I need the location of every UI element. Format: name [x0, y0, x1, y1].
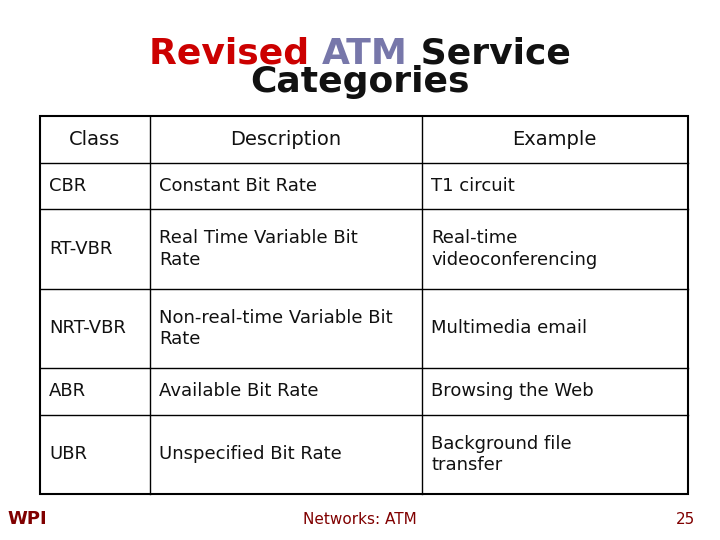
Text: Example: Example — [513, 130, 597, 149]
Text: ABR: ABR — [49, 382, 86, 401]
Text: Revised: Revised — [149, 37, 322, 71]
Text: Background file
transfer: Background file transfer — [431, 435, 572, 474]
Text: UBR: UBR — [49, 446, 87, 463]
Text: Networks: ATM: Networks: ATM — [303, 512, 417, 527]
Text: Multimedia email: Multimedia email — [431, 320, 588, 338]
Bar — [40, 116, 688, 494]
Text: WPI: WPI — [7, 510, 47, 529]
Text: Real-time
videoconferencing: Real-time videoconferencing — [431, 230, 598, 269]
Text: Service: Service — [408, 37, 571, 71]
Text: Class: Class — [69, 130, 120, 149]
Text: ATM: ATM — [322, 37, 408, 71]
Text: 25: 25 — [675, 512, 695, 527]
Text: Available Bit Rate: Available Bit Rate — [159, 382, 319, 401]
Text: Constant Bit Rate: Constant Bit Rate — [159, 177, 317, 195]
Text: Categories: Categories — [251, 65, 469, 99]
Text: Non-real-time Variable Bit
Rate: Non-real-time Variable Bit Rate — [159, 309, 392, 348]
Text: T1 circuit: T1 circuit — [431, 177, 515, 195]
Text: Description: Description — [230, 130, 341, 149]
Text: Browsing the Web: Browsing the Web — [431, 382, 594, 401]
Text: Unspecified Bit Rate: Unspecified Bit Rate — [159, 446, 342, 463]
Text: RT-VBR: RT-VBR — [49, 240, 112, 258]
Text: CBR: CBR — [49, 177, 86, 195]
Text: NRT-VBR: NRT-VBR — [49, 320, 126, 338]
Text: Real Time Variable Bit
Rate: Real Time Variable Bit Rate — [159, 230, 358, 269]
